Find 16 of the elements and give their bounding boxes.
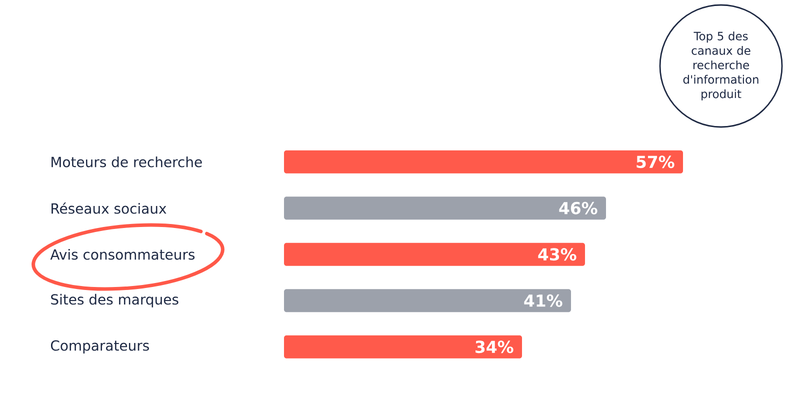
y-tick-label: Moteurs de recherche	[52, 156, 202, 168]
data-label: 57%	[636, 156, 674, 168]
bar	[284, 242, 586, 266]
bar	[284, 289, 572, 312]
bar	[284, 150, 684, 174]
y-tick-label: Comparateurs	[50, 340, 149, 354]
y-tick-label: Avis consommateurs	[50, 248, 195, 260]
text: Top 5 des canaux de recherche d'information produit	[683, 32, 758, 100]
bar	[284, 196, 606, 220]
y-tick-label: Sites des marques	[51, 294, 178, 308]
data-label: 46%	[559, 202, 598, 214]
y-tick-label: Réseaux sociaux	[52, 202, 166, 214]
data-label: 43%	[538, 248, 576, 261]
bar	[284, 335, 522, 358]
data-label: 41%	[524, 294, 562, 307]
data-label: 34%	[476, 340, 514, 354]
